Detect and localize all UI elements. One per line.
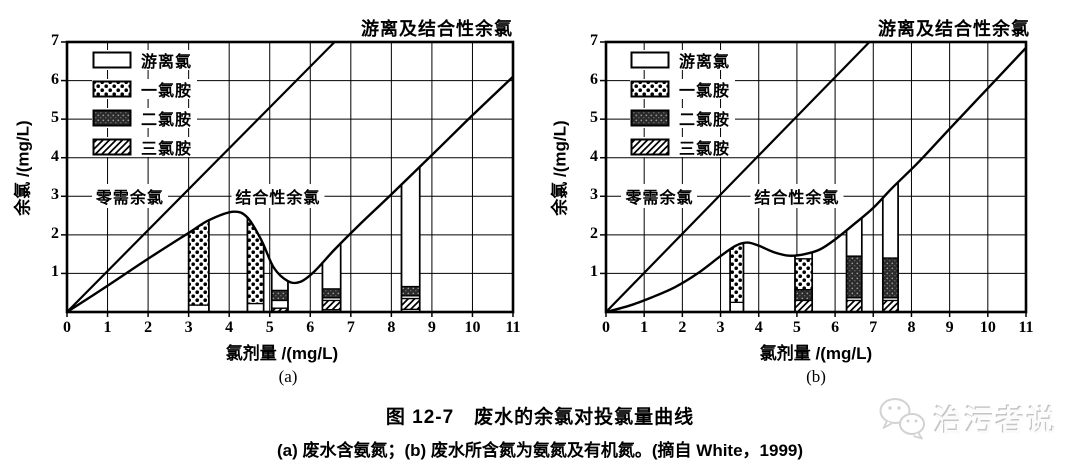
legend-item-label: 三氯胺: [141, 141, 193, 158]
mono-swatch: [630, 80, 670, 98]
region-label-zero-demand: 零需余氯: [621, 184, 698, 209]
x-tick-label: 1: [640, 319, 649, 336]
x-tick-label: 2: [144, 319, 153, 336]
x-tick-label: 10: [464, 319, 481, 336]
region-label-zero-demand: 零需余氯: [91, 184, 168, 209]
legend: 游离氯一氯胺二氯胺三氯胺: [92, 50, 198, 166]
legend-item-label: 二氯胺: [679, 112, 731, 129]
plot-canvas: [600, 40, 1028, 317]
x-tick-label: 5: [792, 319, 801, 336]
chart-title: 游离及结合性余氯: [361, 19, 513, 39]
x-tick-label: 6: [306, 319, 315, 336]
y-axis-label: 余氯 /(mg/L): [550, 120, 570, 216]
tri-swatch: [92, 138, 132, 156]
legend-item-label: 一氯胺: [679, 83, 731, 100]
watermark-text: 治污者说: [934, 406, 1059, 438]
legend-item-mono: 一氯胺: [92, 79, 198, 100]
legend-item-di: 二氯胺: [630, 108, 736, 129]
subfigure-label: (a): [278, 367, 298, 386]
y-tick-label: 6: [51, 70, 59, 88]
y-tick-label: 5: [51, 109, 59, 127]
y-tick-label: 7: [590, 32, 598, 49]
y-tick-label: 2: [590, 224, 598, 242]
x-tick-label: 8: [907, 319, 916, 336]
x-axis-label: 氯剂量 /(mg/L): [225, 344, 339, 363]
di-swatch: [92, 109, 132, 127]
legend-item-label: 二氯胺: [141, 112, 193, 129]
x-tick-label: 11: [1018, 319, 1034, 336]
y-tick-label: 1: [51, 263, 59, 281]
legend-item-mono: 一氯胺: [630, 79, 736, 100]
y-tick-label: 7: [51, 32, 59, 49]
x-tick-label: 3: [184, 319, 193, 336]
legend-item-label: 游离氯: [141, 54, 193, 71]
region-label-combined-residual: 结合性余氯: [231, 184, 325, 209]
di-swatch: [630, 109, 670, 127]
x-tick-label: 3: [716, 319, 725, 336]
legend: 游离氯一氯胺二氯胺三氯胺: [630, 50, 736, 166]
chat-bubbles-icon: [879, 398, 925, 440]
legend-item-free: 游离氯: [630, 50, 736, 71]
y-tick-label: 4: [590, 147, 598, 165]
legend-item-label: 三氯胺: [679, 141, 731, 158]
legend-item-label: 一氯胺: [141, 83, 193, 100]
chart-panel-a: 游离及结合性余氯 余氯 /(mg/L) 零需余氯 结合性余氯 游离氯一氯胺二氯胺…: [0, 0, 540, 398]
x-tick-label: 8: [387, 319, 396, 336]
y-tick-label: 5: [590, 109, 598, 127]
y-tick-label: 6: [590, 70, 598, 88]
x-tick-label: 0: [63, 319, 71, 336]
figure-caption-subtitle: (a) 废水含氨氮；(b) 废水所含氮为氨氮及有机氮。(摘自 White，199…: [276, 441, 804, 460]
free-swatch: [92, 51, 132, 69]
x-tick-label: 6: [831, 319, 840, 336]
x-tick-label: 4: [225, 319, 234, 336]
x-tick-label: 9: [427, 319, 436, 336]
free-swatch: [630, 51, 670, 69]
x-tick-label: 5: [265, 319, 274, 336]
chart-panel-b: 游离及结合性余氯 余氯 /(mg/L) 零需余氯 结合性余氯 游离氯一氯胺二氯胺…: [540, 0, 1080, 398]
chart-title: 游离及结合性余氯: [878, 19, 1030, 39]
region-label-combined-residual: 结合性余氯: [750, 184, 844, 209]
y-tick-label: 1: [590, 263, 598, 281]
y-tick-label: 4: [51, 147, 59, 165]
legend-item-label: 游离氯: [679, 54, 731, 71]
x-tick-label: 0: [602, 319, 610, 336]
x-tick-label: 9: [945, 319, 954, 336]
x-tick-label: 11: [505, 319, 521, 336]
mono-swatch: [92, 80, 132, 98]
y-tick-label: 2: [51, 224, 59, 242]
plot-area: [600, 40, 1028, 317]
legend-item-free: 游离氯: [92, 50, 198, 71]
x-tick-label: 1: [103, 319, 112, 336]
x-axis-label: 氯剂量 /(mg/L): [759, 344, 873, 363]
watermark: 治污者说: [876, 396, 1058, 442]
y-tick-label: 3: [51, 186, 59, 204]
y-axis-label: 余氯 /(mg/L): [13, 120, 33, 216]
x-tick-label: 2: [678, 319, 687, 336]
x-tick-label: 7: [869, 319, 878, 336]
x-tick-label: 7: [346, 319, 355, 336]
figure-caption-title: 图 12-7 废水的余氯对投氯量曲线: [385, 407, 695, 428]
legend-item-tri: 三氯胺: [92, 137, 198, 158]
x-tick-label: 4: [754, 319, 763, 336]
legend-item-di: 二氯胺: [92, 108, 198, 129]
legend-item-tri: 三氯胺: [630, 137, 736, 158]
tri-swatch: [630, 138, 670, 156]
subfigure-label: (b): [806, 367, 826, 386]
y-tick-label: 3: [590, 186, 598, 204]
x-tick-label: 10: [979, 319, 996, 336]
